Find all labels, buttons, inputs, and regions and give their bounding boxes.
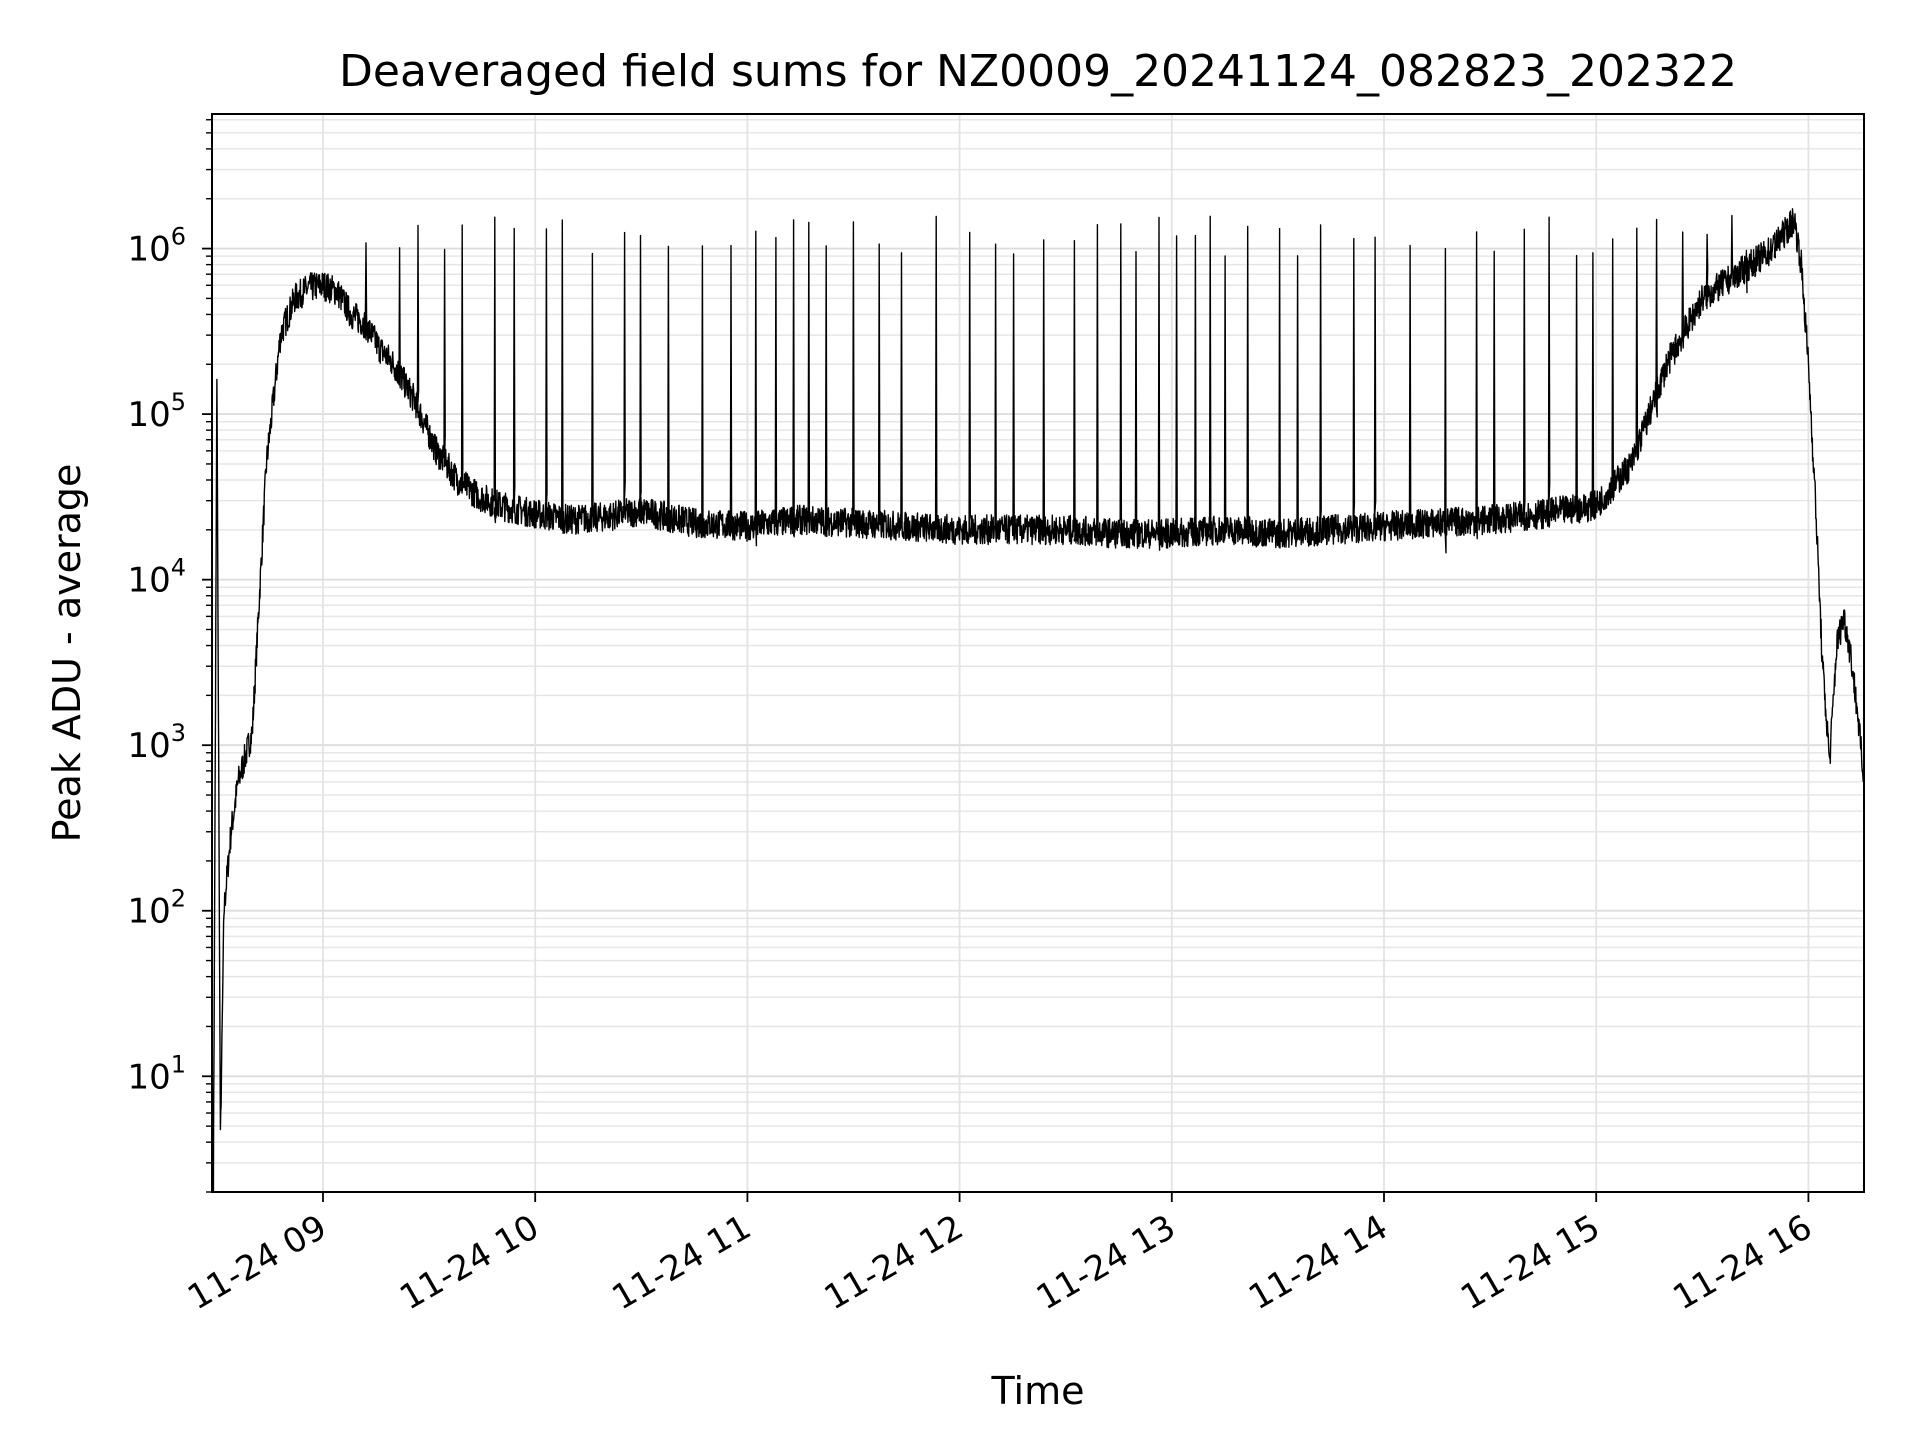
y-tick-label-base: 10 [127,1057,170,1097]
x-tick-label: 11-24 10 [393,1207,545,1318]
y-tick-label: 101 [127,1050,186,1097]
grid [212,114,1864,1193]
series-layer [212,208,1865,1193]
y-tick-label: 102 [127,885,186,932]
y-tick-label-base: 10 [127,561,170,601]
series-line [212,208,1865,1193]
x-tick-label: 11-24 13 [1030,1207,1182,1318]
y-axis-label: Peak ADU - average [45,464,89,843]
y-tick-label: 103 [127,719,186,766]
y-tick-label: 105 [127,388,186,435]
y-tick-label-base: 10 [127,395,170,435]
y-tick-label-exponent: 4 [171,554,186,582]
x-axis-label: Time [991,1369,1085,1413]
y-tick-label-base: 10 [127,230,170,270]
y-tick-label-base: 10 [127,726,170,766]
y-tick-label-exponent: 5 [171,388,186,416]
y-tick-label-base: 10 [127,892,170,932]
x-tick-label: 11-24 09 [181,1207,333,1318]
x-tick-label: 11-24 15 [1454,1207,1606,1318]
y-tick-label: 106 [127,223,186,270]
x-tick-label: 11-24 12 [818,1207,970,1318]
y-tick-label-exponent: 3 [171,719,186,747]
y-tick-label: 104 [127,554,186,601]
plot-frame [211,113,1865,1193]
x-tick-label: 11-24 14 [1242,1207,1394,1318]
x-axis: 11-24 09 11-24 10 11-24 11 11-24 12 11-24 13… [181,1192,1819,1318]
chart-title: Deaveraged field sums for NZ0009_2024112… [339,46,1737,97]
y-tick-label-exponent: 2 [171,885,186,913]
x-tick-label: 11-24 16 [1667,1207,1819,1318]
x-tick-label: 11-24 11 [606,1207,758,1318]
y-tick-label-exponent: 6 [171,223,186,251]
y-tick-label-exponent: 1 [171,1050,186,1078]
